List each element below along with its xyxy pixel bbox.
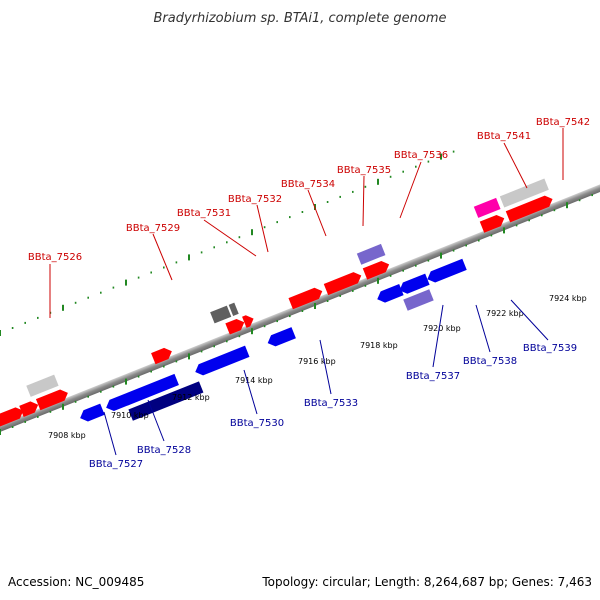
gene-label-bbta-7532: BBta_7532	[228, 194, 282, 205]
gene-red-7526	[35, 389, 68, 411]
gene-red-7534	[288, 287, 323, 310]
kbp-labels: 7908 kbp 7910 kbp 7912 kbp 7914 kbp 7916…	[48, 294, 587, 440]
leader-line	[319, 339, 332, 395]
gene-blue-7533	[267, 327, 296, 347]
leader-line	[256, 204, 269, 253]
gene-red-7536	[362, 261, 390, 280]
gene-red-7531	[225, 318, 245, 335]
top-gene-label-texts: BBta_7526 BBta_7529 BBta_7531 BBta_7532 …	[28, 117, 590, 263]
gene-label-bbta-7526: BBta_7526	[28, 252, 82, 263]
gene-label-bbta-7534: BBta_7534	[281, 179, 335, 190]
gene-magenta-7541	[473, 197, 501, 218]
backbone-line	[0, 147, 600, 467]
gene-label-bbta-7535: BBta_7535	[337, 165, 391, 176]
gene-label-bbta-7530: BBta_7530	[230, 418, 284, 429]
leader-line	[362, 175, 365, 227]
leader-line	[307, 189, 327, 237]
gene-red-7532	[242, 315, 254, 328]
gene-red-7541	[479, 214, 505, 233]
map-title: Bradyrhizobium sp. BTAi1, complete genom…	[153, 11, 446, 26]
kbp-label: 7918 kbp	[360, 341, 398, 350]
gene-label-bbta-7529: BBta_7529	[126, 223, 180, 234]
leader-line	[432, 304, 444, 368]
kbp-label: 7916 kbp	[298, 357, 336, 366]
kbp-label: 7922 kbp	[486, 309, 524, 318]
gene-purple-7536	[356, 243, 386, 265]
gene-label-bbta-7542: BBta_7542	[536, 117, 590, 128]
gene-label-bbta-7527: BBta_7527	[89, 459, 143, 470]
gene-red-7526b	[19, 401, 39, 417]
gene-blue-7530	[195, 345, 250, 376]
kbp-label: 7908 kbp	[48, 431, 86, 440]
gene-darkgrey-7531	[210, 305, 232, 324]
kbp-label: 7912 kbp	[172, 393, 210, 402]
gene-label-bbta-7538: BBta_7538	[463, 356, 517, 367]
gene-blue-7539	[427, 258, 467, 283]
gene-purple-7538	[403, 289, 434, 311]
gene-label-bbta-7533: BBta_7533	[304, 398, 358, 409]
gene-label-bbta-7531: BBta_7531	[177, 208, 231, 219]
bottom-gene-labels	[103, 299, 549, 456]
gene-red-7526a	[0, 407, 24, 429]
gene-navy-7528	[128, 381, 204, 421]
plus-strand-genes	[0, 178, 553, 429]
leader-line	[510, 299, 549, 341]
gene-red-7529	[151, 347, 172, 365]
leader-line	[152, 233, 173, 281]
gene-red-7542	[505, 195, 553, 223]
kbp-label: 7910 kbp	[111, 411, 149, 420]
kbp-label: 7914 kbp	[235, 376, 273, 385]
leader-line	[147, 399, 165, 442]
leader-line	[475, 304, 491, 353]
minus-strand-genes	[80, 258, 467, 422]
gene-red-7535	[323, 272, 362, 296]
gene-grey-1	[26, 374, 59, 397]
gene-label-bbta-7536: BBta_7536	[394, 150, 448, 161]
gene-blue-7527	[80, 403, 105, 422]
leader-line	[503, 142, 528, 189]
leader-line	[203, 219, 257, 257]
gene-label-bbta-7539: BBta_7539	[523, 343, 577, 354]
bottom-gene-label-texts: BBta_7527 BBta_7528 BBta_7530 BBta_7533 …	[89, 343, 577, 470]
tick-tracks	[0, 150, 594, 435]
leader-line	[243, 369, 258, 415]
gene-label-bbta-7537: BBta_7537	[406, 371, 460, 382]
top-gene-labels	[49, 128, 564, 318]
gene-blue-7538	[399, 273, 430, 294]
gene-darkgrey-7532	[228, 302, 239, 316]
genome-summary-text: Topology: circular; Length: 8,264,687 bp…	[261, 575, 592, 589]
leader-line	[103, 411, 117, 456]
gene-label-bbta-7528: BBta_7528	[137, 445, 191, 456]
leader-line	[399, 161, 422, 219]
genome-backbone	[0, 147, 600, 467]
kbp-label: 7920 kbp	[423, 324, 461, 333]
gene-blue-7537	[377, 284, 404, 303]
gene-label-bbta-7541: BBta_7541	[477, 131, 531, 142]
kbp-label: 7924 kbp	[549, 294, 587, 303]
accession-text: Accession: NC_009485	[8, 575, 144, 589]
gene-blue-7528	[106, 373, 179, 412]
gene-grey-7542	[499, 178, 549, 208]
